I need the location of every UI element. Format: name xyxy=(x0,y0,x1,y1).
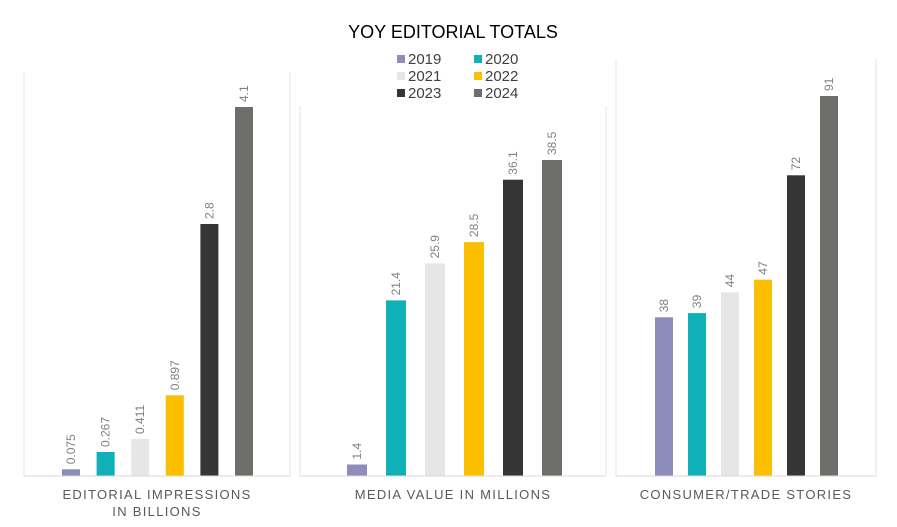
bar-2019 xyxy=(347,464,367,476)
data-label-2022: 47 xyxy=(756,261,770,275)
bar-2019 xyxy=(62,469,80,477)
legend-label: 2021 xyxy=(408,68,441,85)
legend-swatch xyxy=(397,72,405,80)
chart-panels: 0.075 0.267 0.411 0.897 2.8 4.1 EDITORIAL IMPR… xyxy=(23,59,877,519)
x-axis-title: IN BILLIONS xyxy=(112,504,201,519)
data-label-2022: 28.5 xyxy=(467,213,481,237)
bar-2021 xyxy=(425,263,445,476)
data-label-2019: 38 xyxy=(657,299,671,313)
bar-2021 xyxy=(721,292,739,476)
bar-2020 xyxy=(386,300,406,476)
legend-swatch xyxy=(474,55,482,63)
panel-1: 0.075 0.267 0.411 0.897 2.8 4.1 EDITORIAL IMPR… xyxy=(23,72,291,519)
legend-label: 2023 xyxy=(408,85,441,102)
legend-swatch xyxy=(397,89,405,97)
data-label-2020: 21.4 xyxy=(389,272,403,296)
data-label-2021: 25.9 xyxy=(428,235,442,259)
legend-label: 2024 xyxy=(485,85,518,102)
legend-label: 2020 xyxy=(485,51,518,68)
legend-swatch xyxy=(474,72,482,80)
legend-item-2021: 2021 xyxy=(397,68,441,85)
x-axis-title: MEDIA VALUE IN MILLIONS xyxy=(355,487,552,502)
legend-label: 2022 xyxy=(485,68,518,85)
data-label-2024: 4.1 xyxy=(237,85,251,102)
bar-2022 xyxy=(165,395,184,476)
legend-item-2023: 2023 xyxy=(397,85,441,102)
bar-2020 xyxy=(96,452,115,476)
chart-title: YOY EDITORIAL TOTALS xyxy=(348,22,558,42)
data-label-2019: 0.075 xyxy=(64,434,78,464)
data-label-2020: 39 xyxy=(690,294,704,308)
bar-2023 xyxy=(503,179,523,476)
data-label-2024: 91 xyxy=(822,77,836,91)
bar-2020 xyxy=(688,313,706,476)
chart-legend: 2019 2020 2021 2022 2023 2024 xyxy=(397,51,518,102)
bar-2019 xyxy=(655,317,673,476)
panel-2: 1.4 21.4 25.9 28.5 36.1 38.5 MEDIA VALUE IN MI… xyxy=(299,106,607,502)
bar-2023 xyxy=(200,224,219,476)
panel-3: 38 39 44 47 72 91 CONSUMER/TRADE STORIES xyxy=(615,59,877,502)
data-label-2023: 36.1 xyxy=(506,151,520,175)
data-label-2019: 1.4 xyxy=(350,442,364,459)
data-label-2022: 0.897 xyxy=(168,360,182,390)
bar-2022 xyxy=(464,242,484,476)
data-label-2023: 2.8 xyxy=(202,202,216,219)
legend-swatch xyxy=(397,55,405,63)
bar-2024 xyxy=(235,107,253,476)
data-label-2024: 38.5 xyxy=(545,131,559,155)
bar-2024 xyxy=(542,160,562,476)
x-axis-title: CONSUMER/TRADE STORIES xyxy=(640,487,853,502)
legend-item-2020: 2020 xyxy=(474,51,518,68)
bar-2021 xyxy=(131,439,150,476)
legend-swatch xyxy=(474,89,482,97)
legend-item-2019: 2019 xyxy=(397,51,441,68)
legend-label: 2019 xyxy=(408,51,441,68)
data-label-2020: 0.267 xyxy=(99,417,113,447)
data-label-2021: 0.411 xyxy=(133,405,147,434)
bar-2024 xyxy=(820,96,838,476)
legend-item-2024: 2024 xyxy=(474,85,518,102)
data-label-2021: 44 xyxy=(723,274,737,288)
data-label-2023: 72 xyxy=(789,157,803,171)
bar-2022 xyxy=(754,279,772,476)
legend-item-2022: 2022 xyxy=(474,68,518,85)
x-axis-title: EDITORIAL IMPRESSIONS xyxy=(62,487,251,502)
bar-2023 xyxy=(787,175,805,477)
